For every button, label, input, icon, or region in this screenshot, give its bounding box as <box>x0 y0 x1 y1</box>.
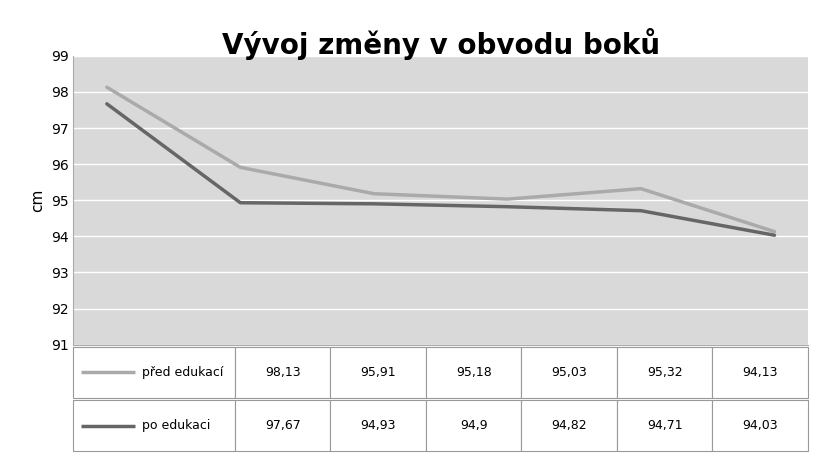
Text: 94,9: 94,9 <box>460 419 487 432</box>
Text: 94,71: 94,71 <box>647 419 682 432</box>
Text: před edukací: před edukací <box>142 366 224 379</box>
Text: 94,82: 94,82 <box>552 419 587 432</box>
Text: Vývoj změny v obvodu boků: Vývoj změny v obvodu boků <box>222 28 659 60</box>
Y-axis label: cm: cm <box>30 188 45 212</box>
Text: 94,03: 94,03 <box>743 419 778 432</box>
Text: po edukaci: po edukaci <box>142 419 211 432</box>
Text: 95,03: 95,03 <box>552 366 587 379</box>
Text: 94,13: 94,13 <box>743 366 778 379</box>
Text: 97,67: 97,67 <box>265 419 300 432</box>
Text: 94,93: 94,93 <box>361 419 396 432</box>
Text: 95,91: 95,91 <box>361 366 396 379</box>
Text: 98,13: 98,13 <box>265 366 300 379</box>
Text: 95,18: 95,18 <box>456 366 491 379</box>
Text: 95,32: 95,32 <box>647 366 682 379</box>
